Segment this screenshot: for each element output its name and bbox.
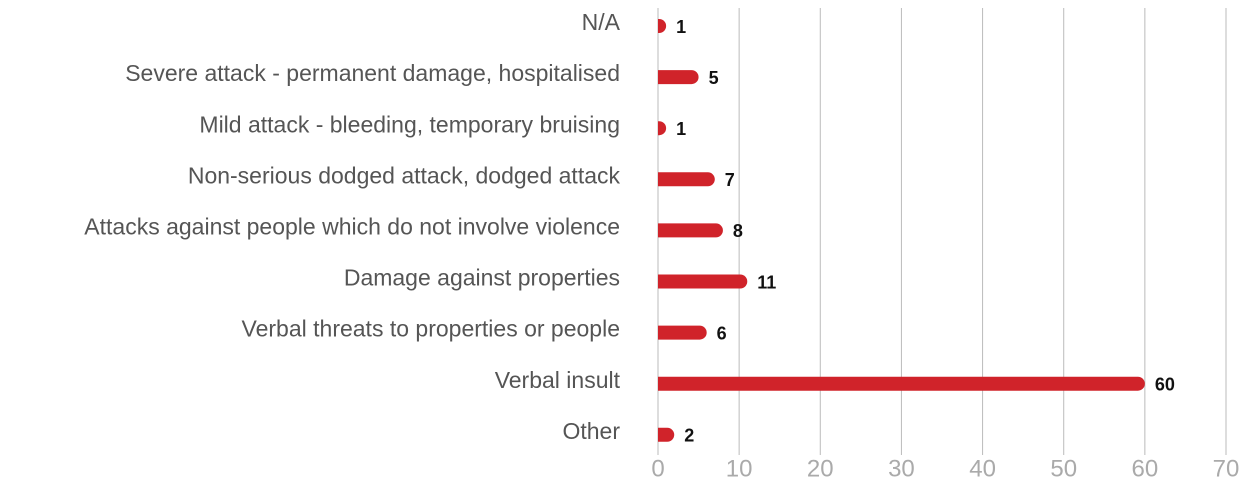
value-label: 1 xyxy=(676,119,686,139)
x-tick-label: 0 xyxy=(651,455,664,482)
value-label: 6 xyxy=(717,323,727,343)
value-label: 60 xyxy=(1155,374,1175,394)
bar xyxy=(658,325,707,340)
y-tick-label: Damage against properties xyxy=(344,265,620,291)
bar xyxy=(658,274,748,289)
bar xyxy=(658,376,1145,391)
x-tick-label: 10 xyxy=(726,455,753,482)
y-tick-label: Severe attack - permanent damage, hospit… xyxy=(125,60,620,86)
x-tick-label: 60 xyxy=(1132,455,1159,482)
bar xyxy=(658,427,675,442)
value-label: 5 xyxy=(709,68,719,88)
x-tick-label: 50 xyxy=(1050,455,1077,482)
bar xyxy=(658,19,667,33)
y-tick-label: Other xyxy=(562,418,620,444)
value-label: 1 xyxy=(676,17,686,37)
bar xyxy=(658,121,667,136)
x-tick-label: 70 xyxy=(1213,455,1240,482)
x-tick-label: 20 xyxy=(807,455,834,482)
y-tick-label: Verbal insult xyxy=(495,367,621,393)
y-tick-label: Verbal threats to properties or people xyxy=(242,316,620,342)
value-label: 11 xyxy=(757,272,776,292)
x-tick-label: 40 xyxy=(969,455,996,482)
value-label: 2 xyxy=(684,426,694,446)
y-tick-label: Mild attack - bleeding, temporary bruisi… xyxy=(199,111,620,137)
y-tick-label: Attacks against people which do not invo… xyxy=(84,213,620,239)
bar xyxy=(658,223,723,238)
y-tick-label: N/A xyxy=(582,9,621,35)
bar xyxy=(658,70,699,85)
bar xyxy=(658,172,715,187)
x-tick-label: 30 xyxy=(888,455,915,482)
y-tick-label: Non-serious dodged attack, dodged attack xyxy=(188,162,621,188)
value-label: 8 xyxy=(733,221,743,241)
value-label: 7 xyxy=(725,170,735,190)
